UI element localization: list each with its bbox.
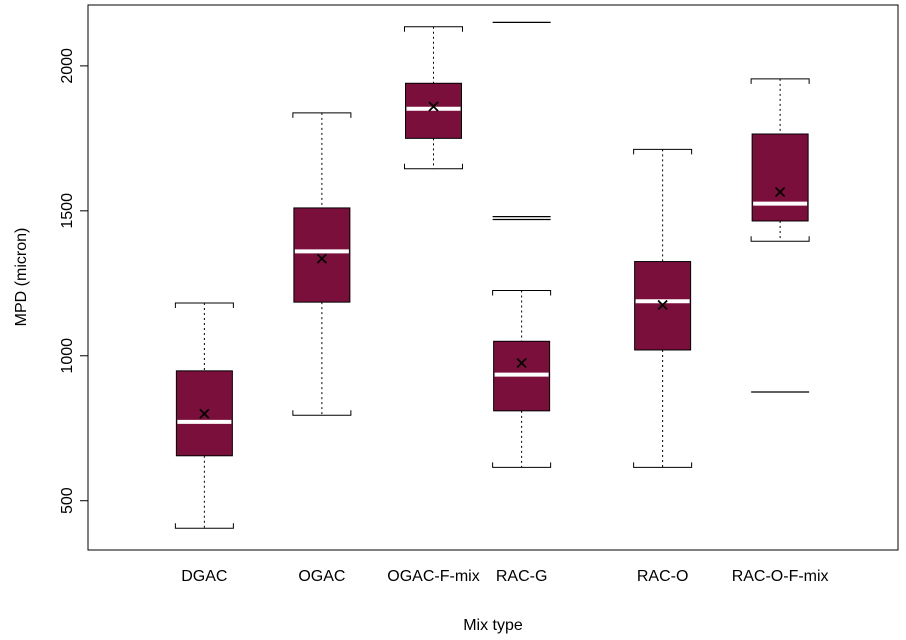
whisker-cap-upper bbox=[404, 26, 463, 32]
mean-marker bbox=[774, 186, 786, 198]
y-axis-label: MPD (micron) bbox=[13, 228, 30, 327]
whisker-cap-lower bbox=[292, 410, 352, 416]
whisker-cap-lower bbox=[492, 462, 552, 468]
mean-marker bbox=[657, 299, 668, 311]
whisker-cap-lower bbox=[174, 523, 234, 529]
mean-marker bbox=[428, 101, 439, 112]
box-iqr bbox=[751, 133, 809, 222]
x-axis-label: Mix type bbox=[463, 617, 523, 634]
x-axis: DGAC OGAC OGAC-F-mix RAC-G RAC-O RAC-O-F-mix bbox=[181, 568, 828, 585]
boxes bbox=[174, 21, 810, 529]
y-tick-label: 500 bbox=[59, 487, 76, 514]
box-iqr bbox=[405, 82, 462, 139]
x-tick-label: RAC-G bbox=[496, 568, 548, 585]
whisker-cap-upper bbox=[174, 302, 234, 309]
x-tick-label: OGAC bbox=[298, 568, 345, 585]
whisker-cap-upper bbox=[292, 112, 352, 118]
box-iqr bbox=[293, 207, 351, 303]
mean-marker bbox=[316, 253, 328, 264]
x-tick-label: RAC-O-F-mix bbox=[732, 568, 829, 585]
mean-marker bbox=[199, 408, 210, 419]
y-tick-label: 2000 bbox=[59, 48, 76, 84]
y-axis: 500 1000 1500 2000 bbox=[59, 48, 88, 514]
mean-marker bbox=[516, 357, 527, 369]
whisker-cap-upper bbox=[633, 148, 693, 155]
x-tick-label: OGAC-F-mix bbox=[387, 568, 479, 585]
whisker-cap-upper bbox=[492, 290, 552, 296]
x-tick-label: RAC-O bbox=[637, 568, 689, 585]
whisker-cap-lower bbox=[750, 236, 810, 242]
y-tick-label: 1000 bbox=[59, 338, 76, 374]
plot-frame bbox=[87, 4, 899, 551]
y-tick-label: 1500 bbox=[59, 193, 76, 229]
whisker-cap-lower bbox=[633, 462, 693, 468]
whisker-cap-lower bbox=[404, 163, 463, 170]
x-tick-label: DGAC bbox=[181, 568, 227, 585]
whisker-cap-upper bbox=[750, 78, 810, 84]
